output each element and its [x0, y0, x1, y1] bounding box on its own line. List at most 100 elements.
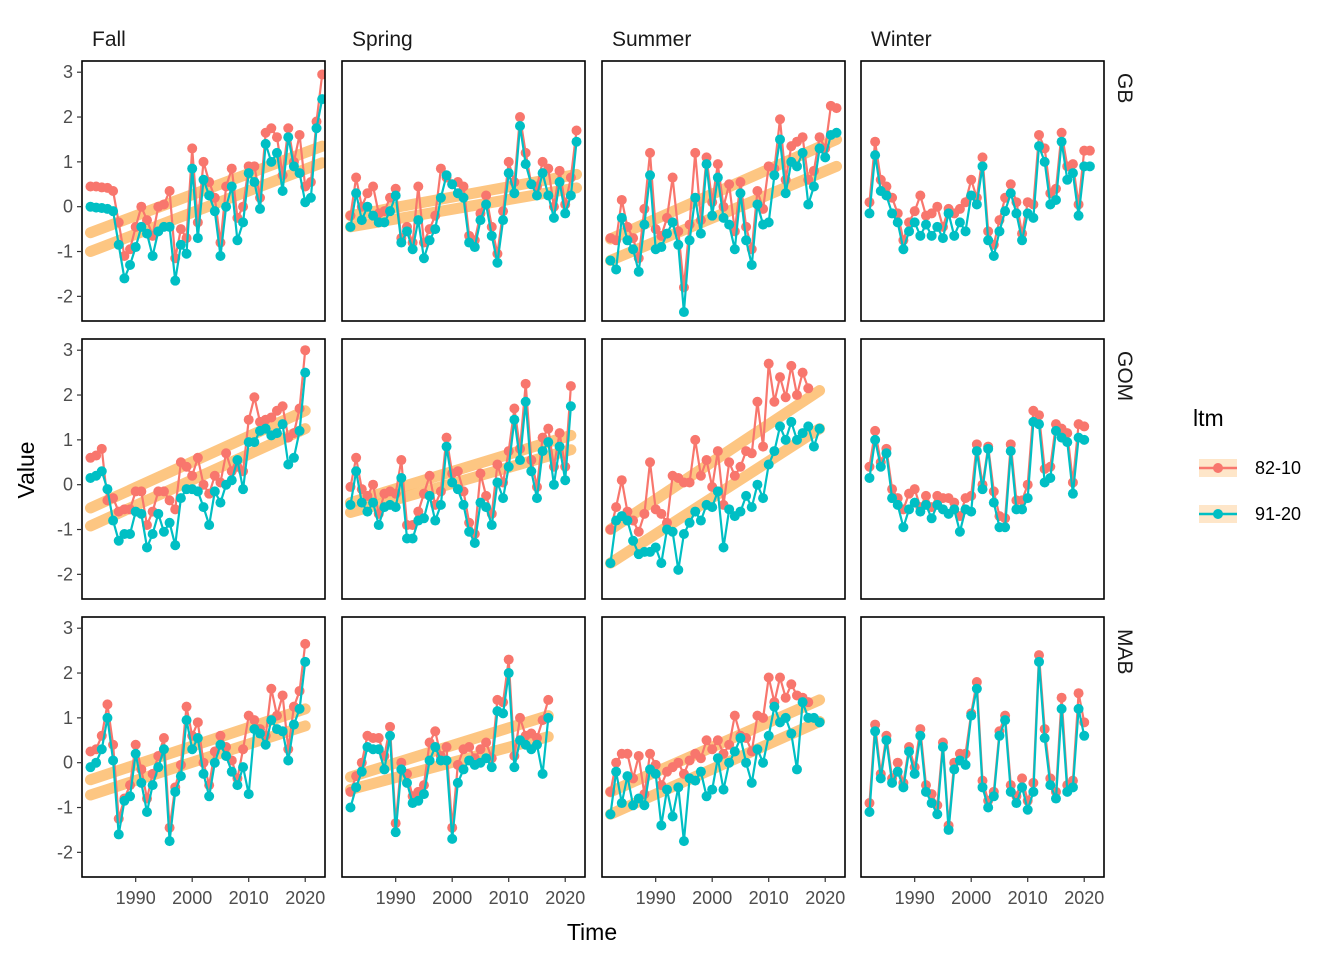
series-point-82-10: [221, 448, 232, 459]
panel-grid: Fall 3 2 1 0 -1 -2 Spring Summer Winter GB 3 2 1 0 -1 -2…: [57, 28, 1136, 908]
series-point-91-20: [628, 535, 639, 546]
series-point-82-10: [645, 147, 656, 158]
series-point-91-20: [492, 257, 503, 268]
series-point-82-10: [605, 524, 616, 535]
series-point-82-10: [909, 206, 920, 217]
series-point-82-10: [164, 495, 175, 506]
series-point-82-10: [226, 163, 237, 174]
y-tick-label: -2: [57, 842, 73, 862]
series-point-91-20: [537, 768, 548, 779]
series-point-91-20: [724, 504, 735, 515]
series-point-91-20: [136, 777, 147, 788]
panel-plot-area: [344, 654, 554, 844]
series-point-91-20: [136, 508, 147, 519]
series-point-91-20: [678, 307, 689, 318]
series-point-91-20: [175, 493, 186, 504]
series-point-91-20: [164, 517, 175, 528]
series-point-91-20: [1050, 194, 1061, 205]
series-point-82-10: [769, 396, 780, 407]
series-point-82-10: [695, 470, 706, 481]
series-point-91-20: [390, 827, 401, 838]
y-tick-label: -1: [57, 520, 73, 540]
series-point-82-10: [475, 744, 486, 755]
series-point-91-20: [977, 484, 988, 495]
series-point-91-20: [435, 192, 446, 203]
series-point-82-10: [1084, 145, 1095, 156]
series-point-91-20: [108, 755, 119, 766]
panel-border: [341, 338, 586, 600]
series-point-91-20: [503, 168, 514, 179]
x-tick-label: 2020: [545, 888, 585, 908]
series-point-91-20: [1017, 504, 1028, 515]
series-point-91-20: [960, 759, 971, 770]
series-point-91-20: [503, 668, 514, 679]
series-point-91-20: [498, 493, 509, 504]
series-point-82-10: [797, 367, 808, 378]
series-point-82-10: [509, 403, 520, 414]
series-point-91-20: [266, 715, 277, 726]
series-point-91-20: [954, 217, 965, 228]
series-point-82-10: [954, 203, 965, 214]
series-point-82-10: [1034, 410, 1045, 421]
panel-border: [81, 616, 326, 878]
series-point-91-20: [424, 755, 435, 766]
series-point-91-20: [949, 504, 960, 515]
series-point-82-10: [1056, 692, 1067, 703]
series-point-91-20: [441, 170, 452, 181]
series-point-91-20: [988, 791, 999, 802]
panel-mab-winter: [860, 616, 1105, 878]
series-point-91-20: [971, 683, 982, 694]
series-point-91-20: [695, 228, 706, 239]
series-point-91-20: [356, 215, 367, 226]
facet-label-mab: MAB: [1113, 629, 1136, 675]
series-point-91-20: [870, 150, 881, 161]
series-point-91-20: [667, 217, 678, 228]
series-point-91-20: [741, 235, 752, 246]
series-point-91-20: [215, 739, 226, 750]
series-point-82-10: [452, 466, 463, 477]
series-point-91-20: [988, 497, 999, 508]
series-point-82-10: [741, 221, 752, 232]
series-point-91-20: [622, 771, 633, 782]
series-point-82-10: [1050, 183, 1061, 194]
series-point-91-20: [1056, 703, 1067, 714]
series-point-82-10: [724, 179, 735, 190]
series-point-91-20: [96, 744, 107, 755]
series-point-82-10: [611, 502, 622, 513]
series-point-82-10: [639, 508, 650, 519]
series-point-91-20: [920, 219, 931, 230]
series-point-91-20: [775, 134, 786, 145]
series-point-82-10: [181, 461, 192, 472]
series-point-91-20: [170, 540, 181, 551]
series-point-91-20: [158, 526, 169, 537]
series-point-91-20: [1067, 782, 1078, 793]
facet-label-summer: Summer: [612, 28, 691, 51]
series-point-82-10: [565, 381, 576, 392]
panel-gom-winter: [860, 338, 1105, 600]
series-point-91-20: [288, 452, 299, 463]
series-point-82-10: [786, 360, 797, 371]
panel-plot-area: [344, 378, 577, 548]
series-point-91-20: [775, 421, 786, 432]
series-point-91-20: [396, 237, 407, 248]
series-point-91-20: [255, 728, 266, 739]
series-point-82-10: [763, 358, 774, 369]
series-point-91-20: [481, 753, 492, 764]
series-point-91-20: [204, 520, 215, 531]
series-point-91-20: [113, 535, 124, 546]
series-point-91-20: [102, 712, 113, 723]
panel-gb-winter: [860, 60, 1105, 322]
series-point-91-20: [786, 416, 797, 427]
y-tick-label: -1: [57, 798, 73, 818]
series-point-82-10: [633, 526, 644, 537]
series-point-91-20: [898, 244, 909, 255]
series-point-91-20: [718, 542, 729, 553]
series-point-91-20: [932, 221, 943, 232]
series-point-82-10: [503, 446, 514, 457]
series-point-82-10: [198, 757, 209, 768]
series-point-91-20: [413, 215, 424, 226]
series-point-91-20: [368, 497, 379, 508]
series-point-82-10: [814, 132, 825, 143]
series-point-91-20: [317, 94, 325, 105]
series-point-91-20: [791, 161, 802, 172]
